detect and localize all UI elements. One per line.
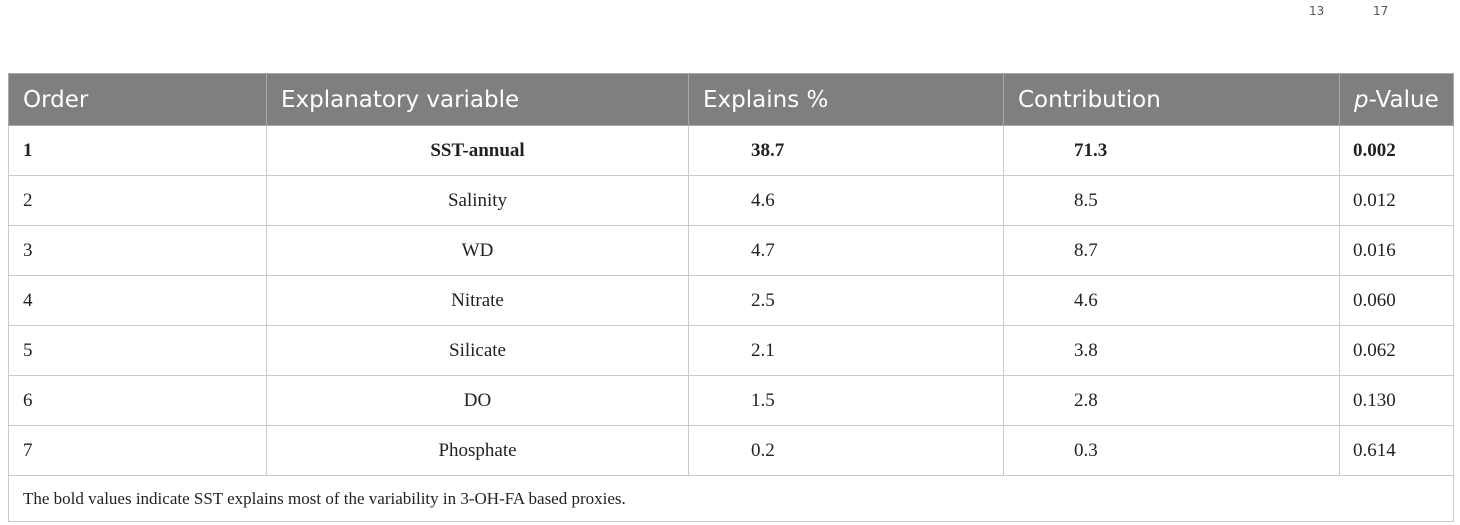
- header-p-value: p-Value: [1339, 73, 1454, 126]
- cell-explains: 0.2: [688, 425, 1004, 476]
- cell-variable: Phosphate: [266, 425, 689, 476]
- cell-p-value: 0.060: [1339, 275, 1454, 326]
- table-row: 4 Nitrate 2.5 4.6 0.060: [8, 275, 1454, 326]
- cell-p-value: 0.016: [1339, 225, 1454, 276]
- cell-p-value: 0.002: [1339, 125, 1454, 176]
- cell-contribution: 3.8: [1003, 325, 1340, 376]
- results-table-container: Order Explanatory variable Explains % Co…: [8, 73, 1454, 522]
- table-header: Order Explanatory variable Explains % Co…: [8, 73, 1454, 126]
- cell-contribution: 4.6: [1003, 275, 1340, 326]
- header-contribution: Contribution: [1003, 73, 1340, 126]
- page-numbers: 13 17: [1300, 4, 1400, 22]
- cell-explains: 2.5: [688, 275, 1004, 326]
- cell-contribution: 71.3: [1003, 125, 1340, 176]
- cell-order: 5: [8, 325, 267, 376]
- cell-explains: 2.1: [688, 325, 1004, 376]
- cell-contribution: 2.8: [1003, 375, 1340, 426]
- cell-variable: SST-annual: [266, 125, 689, 176]
- cell-explains: 38.7: [688, 125, 1004, 176]
- table-footnote: The bold values indicate SST explains mo…: [8, 475, 1454, 522]
- footnote-row: The bold values indicate SST explains mo…: [8, 475, 1454, 522]
- cell-order: 3: [8, 225, 267, 276]
- header-explains-percent: Explains %: [688, 73, 1004, 126]
- cell-variable: Silicate: [266, 325, 689, 376]
- cell-p-value: 0.012: [1339, 175, 1454, 226]
- header-row: Order Explanatory variable Explains % Co…: [8, 73, 1454, 126]
- table-row: 6 DO 1.5 2.8 0.130: [8, 375, 1454, 426]
- cell-order: 6: [8, 375, 267, 426]
- cell-contribution: 8.7: [1003, 225, 1340, 276]
- cell-order: 2: [8, 175, 267, 226]
- cell-order: 4: [8, 275, 267, 326]
- table-body: 1 SST-annual 38.7 71.3 0.002 2 Salinity …: [8, 125, 1454, 522]
- table-row: 2 Salinity 4.6 8.5 0.012: [8, 175, 1454, 226]
- header-p-italic: p: [1354, 86, 1369, 113]
- cell-contribution: 0.3: [1003, 425, 1340, 476]
- cell-p-value: 0.130: [1339, 375, 1454, 426]
- header-explanatory-variable: Explanatory variable: [266, 73, 689, 126]
- cell-p-value: 0.614: [1339, 425, 1454, 476]
- header-p-rest: -Value: [1368, 86, 1439, 113]
- cell-order: 1: [8, 125, 267, 176]
- header-order: Order: [8, 73, 267, 126]
- cell-variable: Salinity: [266, 175, 689, 226]
- cell-explains: 1.5: [688, 375, 1004, 426]
- results-table: Order Explanatory variable Explains % Co…: [8, 73, 1454, 522]
- cell-variable: WD: [266, 225, 689, 276]
- cell-order: 7: [8, 425, 267, 476]
- table-row: 1 SST-annual 38.7 71.3 0.002: [8, 125, 1454, 176]
- page-number: 17: [1373, 4, 1389, 18]
- table-row: 7 Phosphate 0.2 0.3 0.614: [8, 425, 1454, 476]
- cell-variable: DO: [266, 375, 689, 426]
- cell-p-value: 0.062: [1339, 325, 1454, 376]
- table-row: 3 WD 4.7 8.7 0.016: [8, 225, 1454, 276]
- cell-variable: Nitrate: [266, 275, 689, 326]
- table-row: 5 Silicate 2.1 3.8 0.062: [8, 325, 1454, 376]
- cell-contribution: 8.5: [1003, 175, 1340, 226]
- cell-explains: 4.6: [688, 175, 1004, 226]
- cell-explains: 4.7: [688, 225, 1004, 276]
- page-number: 13: [1309, 4, 1325, 18]
